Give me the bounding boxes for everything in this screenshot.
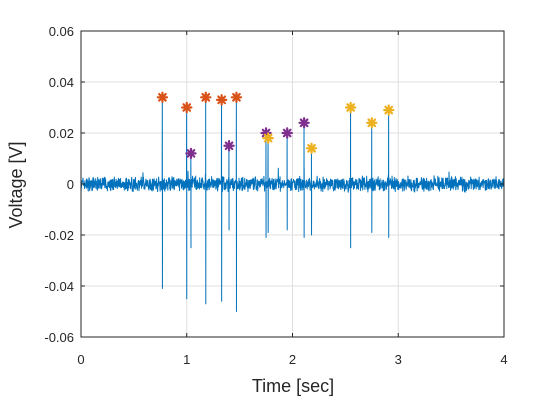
spike-marker <box>298 117 310 129</box>
spike-marker <box>366 117 378 129</box>
spike-marker <box>230 91 243 104</box>
y-tick-label: 0 <box>67 177 74 192</box>
spike-marker <box>262 132 274 144</box>
signal-trace-group <box>80 96 505 312</box>
spike-marker <box>156 91 169 104</box>
x-tick-label: 1 <box>183 352 190 367</box>
signal-trace <box>80 96 505 312</box>
x-axis-label: Time [sec] <box>252 376 334 396</box>
y-tick-label: 0.06 <box>49 24 74 39</box>
axes: 0 1 2 3 4 -0.06 -0.04 -0.02 0 0.02 0.04 0.06 <box>44 24 507 367</box>
spike-marker <box>305 142 318 154</box>
x-tick-label: 3 <box>395 352 402 367</box>
x-tick-label: 0 <box>77 352 84 367</box>
spike-marker <box>181 101 193 114</box>
spike-marker <box>223 140 235 152</box>
spike-marker <box>185 147 197 160</box>
y-tick-label: -0.04 <box>44 279 74 294</box>
x-tick-label: 4 <box>500 352 507 367</box>
spike-marker <box>344 101 357 114</box>
y-axis-label: Voltage [V] <box>6 141 26 228</box>
y-tick-label: 0.04 <box>49 75 74 90</box>
y-tick-label: 0.02 <box>49 126 74 141</box>
y-tick-label: -0.06 <box>44 330 74 345</box>
spike-marker <box>200 91 212 104</box>
spike-marker <box>215 94 228 106</box>
y-tick-label: -0.02 <box>44 228 74 243</box>
spike-markers <box>156 91 395 160</box>
spike-marker <box>281 127 293 139</box>
x-tick-label: 2 <box>289 352 296 367</box>
spike-marker <box>383 104 395 116</box>
